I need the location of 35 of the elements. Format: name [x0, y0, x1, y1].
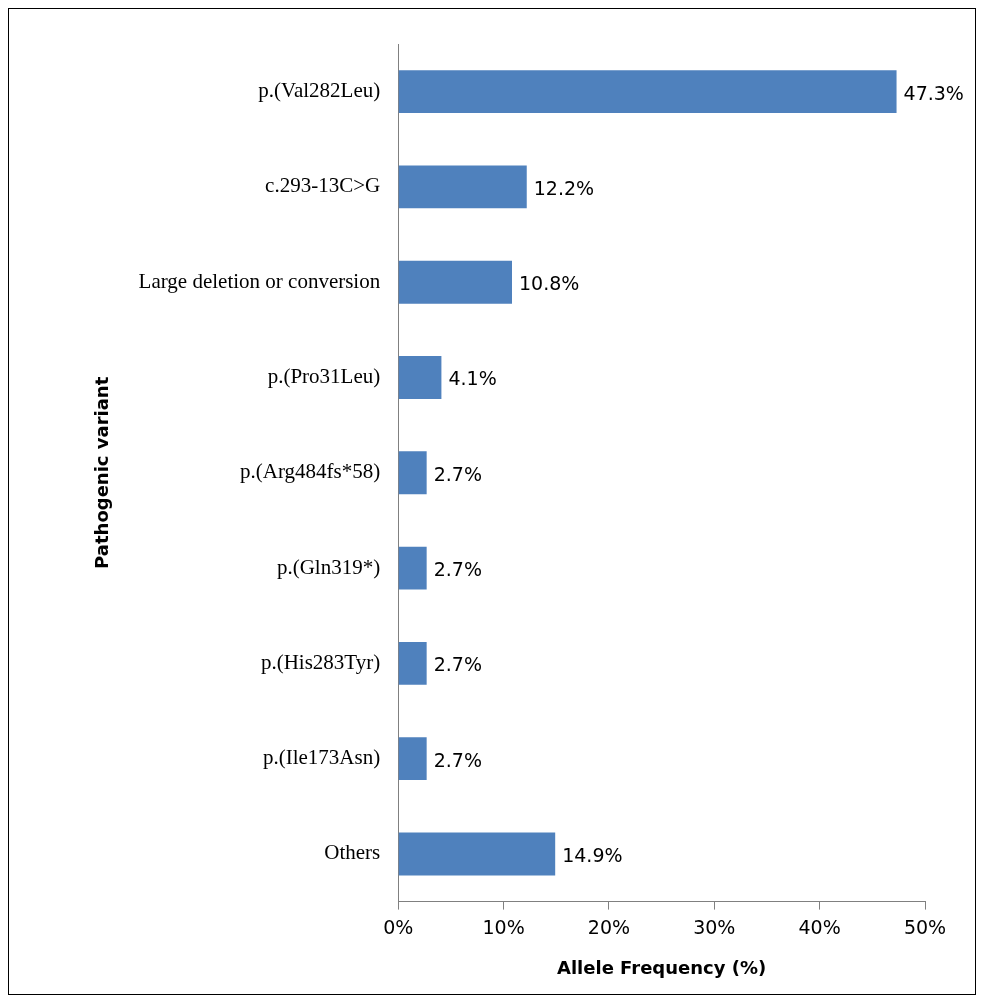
x-tick-label: 0% — [383, 915, 414, 938]
data-label: 4.1% — [448, 367, 497, 390]
bar — [398, 737, 427, 781]
data-label: 14.9% — [562, 843, 623, 866]
y-tick-label: p.(His283Tyr) — [260, 649, 381, 674]
y-axis-title: Pathogenic variant — [91, 376, 113, 569]
data-label: 12.2% — [533, 176, 595, 199]
bar — [398, 641, 427, 685]
bar — [398, 546, 427, 590]
x-tick-label: 10% — [482, 915, 525, 938]
bar — [398, 832, 556, 876]
data-label: 2.7% — [433, 462, 482, 485]
bar — [398, 165, 527, 209]
data-label: 47.3% — [903, 81, 964, 104]
data-label: 2.7% — [433, 748, 482, 771]
y-tick-label: p.(Arg484fs*58) — [240, 459, 381, 484]
y-tick-label: p.(Val282Leu) — [258, 78, 381, 103]
bar — [398, 356, 442, 399]
x-tick-label: 20% — [587, 915, 631, 938]
y-tick-label: p.(Ile173Asn) — [262, 745, 381, 770]
y-tick-label: p.(Gln319*) — [276, 554, 381, 579]
x-tick-label: 30% — [693, 915, 736, 938]
data-label: 2.7% — [433, 558, 482, 581]
data-label: 2.7% — [433, 653, 482, 676]
y-tick-label: Large deletion or conversion — [138, 268, 381, 293]
bar — [398, 70, 897, 114]
data-label: 10.8% — [519, 272, 580, 295]
y-tick-label: Others — [324, 840, 381, 865]
x-axis-title: Allele Frequency (%) — [556, 956, 767, 978]
y-tick-label: c.293-13C>G — [265, 173, 381, 198]
bar — [398, 451, 427, 495]
x-tick-label: 40% — [798, 915, 841, 938]
x-tick-label: 50% — [903, 915, 947, 938]
y-tick-label: p.(Pro31Leu) — [267, 364, 381, 389]
bar — [398, 260, 512, 304]
